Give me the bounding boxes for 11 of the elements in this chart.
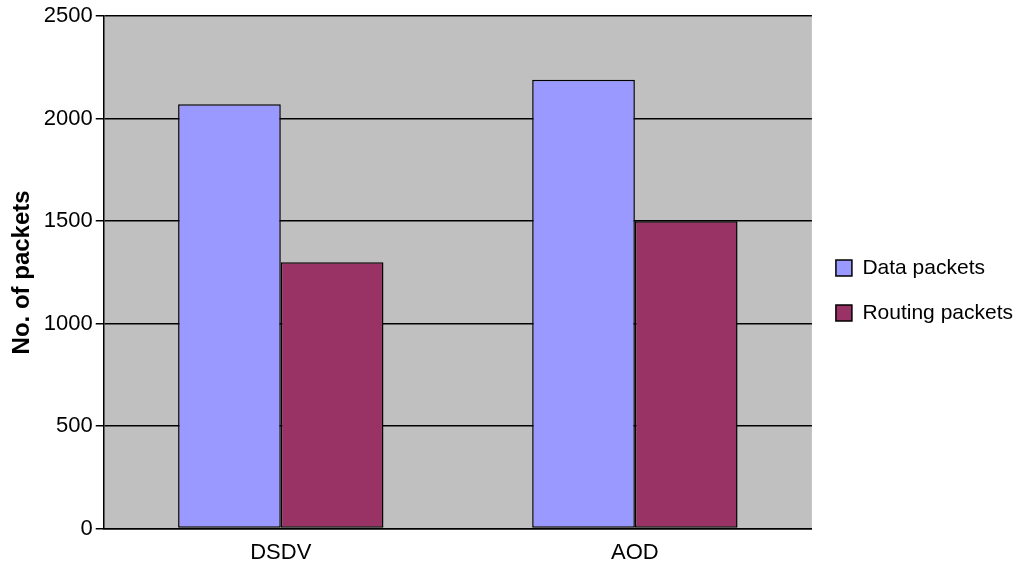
y-tick-label: 2000 <box>43 104 93 130</box>
y-tick-label: 1000 <box>43 309 93 335</box>
y-tick-label: 500 <box>56 412 93 438</box>
y-tick-label: 1500 <box>43 207 93 233</box>
legend-label: Routing packets <box>862 299 1013 323</box>
y-tick-label: 0 <box>80 514 93 540</box>
x-tick-label: DSDV <box>250 538 312 564</box>
y-tick-label: 2500 <box>43 2 93 28</box>
y-axis-title: No. of packets <box>7 190 35 355</box>
x-tick-label: AOD <box>611 538 659 564</box>
legend-label: Data packets <box>862 254 985 278</box>
